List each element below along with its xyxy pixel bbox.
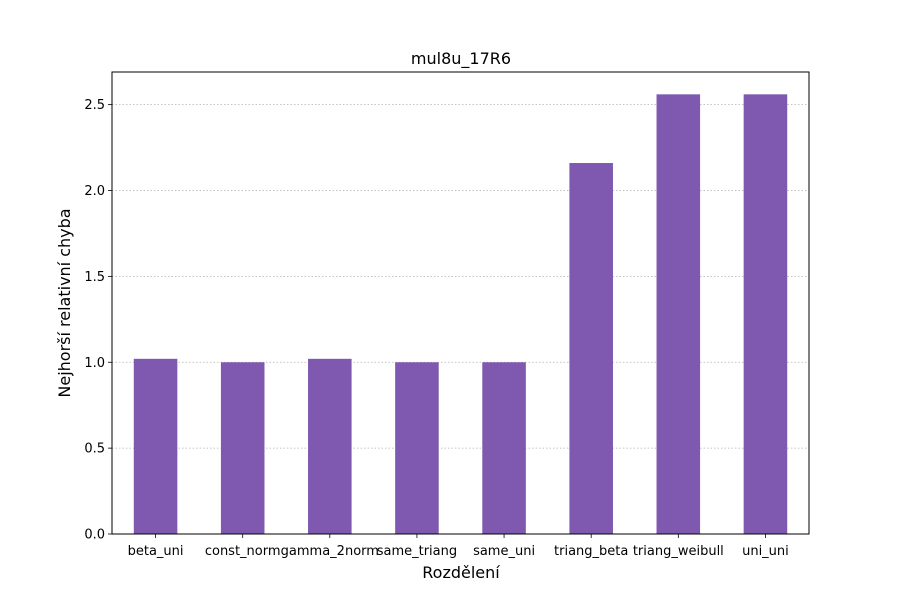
bar-uni_uni <box>743 94 788 534</box>
y-axis-label: Nejhorší relativní chyba <box>55 208 74 397</box>
bar-const_norm <box>220 362 265 534</box>
chart-title: mul8u_17R6 <box>411 49 511 69</box>
y-tick-label: 1.0 <box>84 356 105 371</box>
y-tick-label: 2.5 <box>84 98 105 113</box>
x-tick-label: uni_uni <box>742 544 789 559</box>
y-tick-label: 0.5 <box>84 442 105 457</box>
y-tick-label: 1.5 <box>84 270 105 285</box>
bars <box>133 94 788 535</box>
bar-beta_uni <box>133 358 178 534</box>
bar-gamma_2norm <box>308 358 352 534</box>
x-tick-label: same_uni <box>473 544 535 559</box>
y-axis-ticks: 0.0 0.5 1.0 1.5 2.0 2.5 <box>84 98 112 543</box>
x-axis-ticks: beta_uni const_norm gamma_2normsame_triang… <box>128 534 789 559</box>
x-axis-label: Rozdělení <box>422 563 500 582</box>
x-tick-label: beta_uni <box>128 544 184 559</box>
bar-triang_beta <box>569 163 613 535</box>
y-tick-label: 2.0 <box>84 184 105 199</box>
plot-frame <box>111 71 810 535</box>
x-tick-label: const_norm <box>205 544 281 559</box>
x-tick-label: gamma_2norm <box>281 544 379 559</box>
bar-triang_weibull <box>656 94 701 534</box>
gridlines <box>112 104 809 535</box>
bar-same_uni <box>482 362 526 534</box>
x-tick-label: triang_weibull <box>633 544 724 559</box>
x-tick-label: triang_beta <box>554 544 628 559</box>
x-tick-label: same_triang <box>377 544 457 559</box>
y-tick-label: 0.0 <box>84 528 105 543</box>
bar-same_triang <box>395 362 439 534</box>
